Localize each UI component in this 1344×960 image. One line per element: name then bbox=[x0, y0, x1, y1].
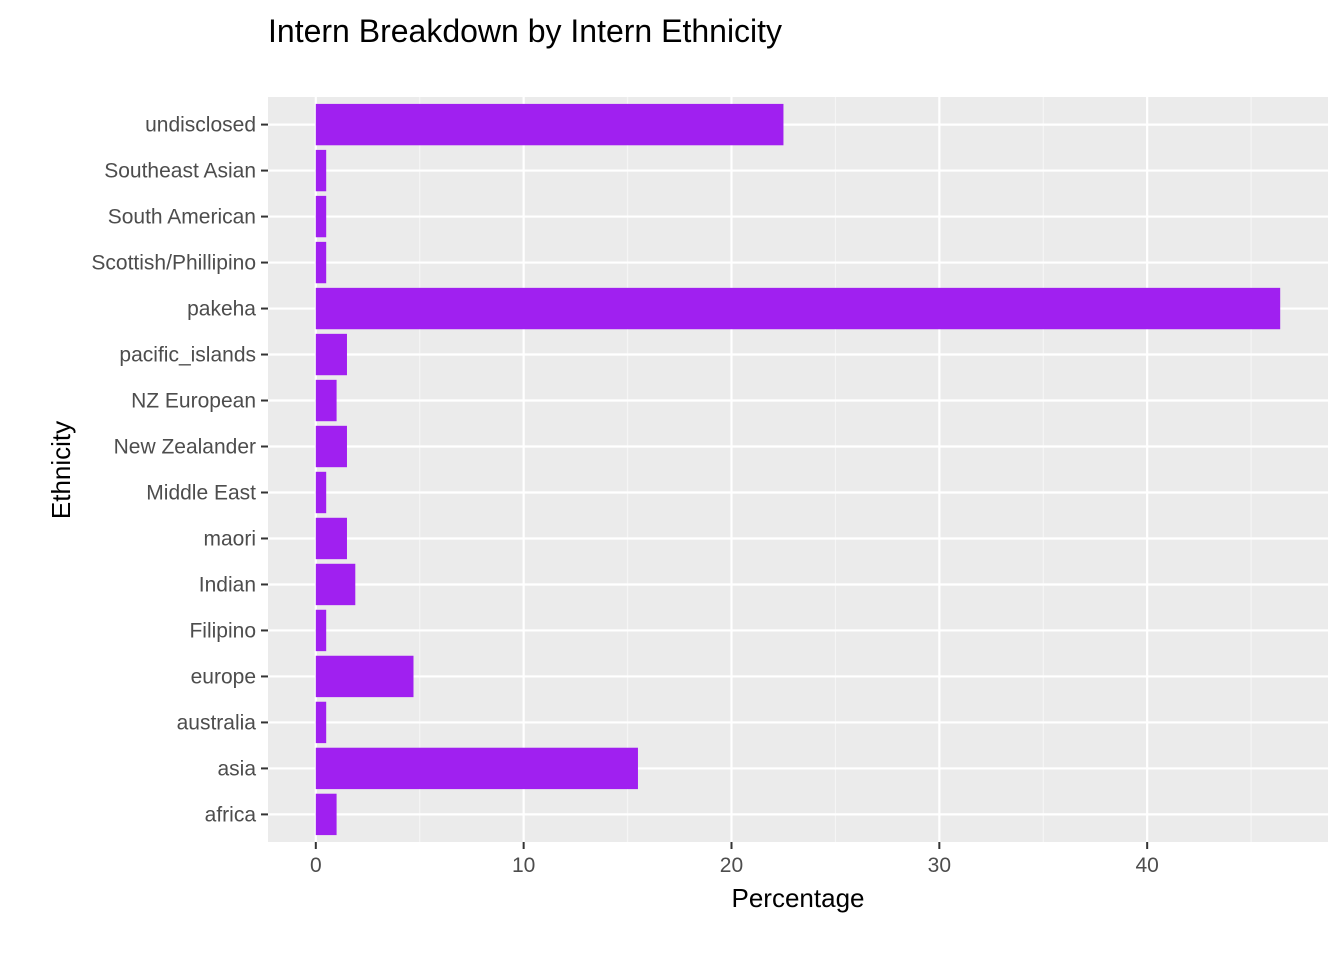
y-tick-label-3: europe bbox=[191, 665, 256, 688]
y-tick-label-7: Middle East bbox=[146, 481, 256, 504]
y-tick-label-12: Scottish/Phillipino bbox=[91, 252, 256, 275]
bar-filipino bbox=[315, 609, 327, 652]
bars bbox=[315, 103, 1281, 836]
bar-europe bbox=[315, 655, 414, 698]
minor-grid bbox=[419, 97, 1252, 842]
y-tick-label-4: Filipino bbox=[189, 619, 256, 642]
y-tick-label-10: pacific_islands bbox=[119, 344, 256, 367]
y-axis-title: Ethnicity bbox=[46, 421, 76, 519]
y-tick-label-14: Southeast Asian bbox=[104, 160, 256, 183]
bar-asia bbox=[315, 747, 638, 790]
x-tick-label-3: 30 bbox=[928, 854, 951, 877]
bar-maori bbox=[315, 517, 347, 560]
y-tick-label-5: Indian bbox=[199, 573, 256, 596]
chart-title: Intern Breakdown by Intern Ethnicity bbox=[268, 13, 782, 49]
y-tick-label-13: South American bbox=[108, 206, 256, 229]
bar-middle-east bbox=[315, 471, 327, 514]
y-tick-label-2: australia bbox=[177, 711, 257, 734]
x-axis: 0 10 20 30 40 bbox=[310, 842, 1159, 877]
bar-pacific-islands bbox=[315, 333, 347, 376]
plot-panel bbox=[268, 97, 1328, 842]
x-tick-label-1: 10 bbox=[512, 854, 535, 877]
y-tick-label-8: New Zealander bbox=[114, 436, 256, 459]
bar-nz-european bbox=[315, 379, 337, 422]
y-tick-label-0: africa bbox=[205, 803, 257, 826]
bar-pakeha bbox=[315, 287, 1281, 330]
y-tick-label-15: undisclosed bbox=[145, 114, 256, 137]
bar-indian bbox=[315, 563, 356, 606]
y-axis: africa asia australia europe Filipino Indian m… bbox=[91, 114, 268, 826]
y-tick-label-1: asia bbox=[217, 757, 256, 780]
bar-south-american bbox=[315, 195, 327, 238]
bar-undisclosed bbox=[315, 103, 784, 146]
x-tick-label-4: 40 bbox=[1135, 854, 1158, 877]
x-tick-label-2: 20 bbox=[720, 854, 743, 877]
y-tick-label-9: NZ European bbox=[131, 390, 256, 413]
y-tick-label-11: pakeha bbox=[187, 298, 256, 321]
bar-scottish-phillipino bbox=[315, 241, 327, 284]
y-tick-label-6: maori bbox=[203, 527, 256, 550]
bar-australia bbox=[315, 701, 327, 744]
bar-africa bbox=[315, 793, 337, 836]
x-tick-label-0: 0 bbox=[310, 854, 322, 877]
x-axis-title: Percentage bbox=[732, 883, 865, 913]
bar-new-zealander bbox=[315, 425, 347, 468]
bar-southeast-asian bbox=[315, 149, 327, 192]
